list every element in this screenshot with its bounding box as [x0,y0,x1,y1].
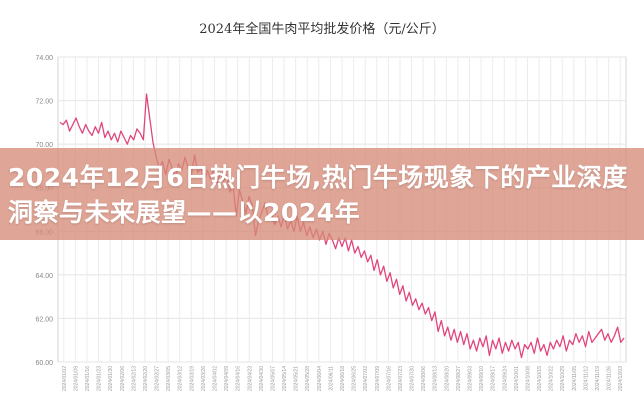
x-tick-label: 2024/09/17 [491,366,497,391]
x-tick-label: 2024/10/15 [537,366,543,391]
x-tick-label: 2024/07/30 [410,366,416,391]
x-tick-label: 2024/04/23 [247,366,253,391]
x-tick-label: 2024/04/02 [212,366,218,391]
x-tick-label: 2024/03/26 [201,366,207,391]
x-tick-label: 2024/05/21 [294,366,300,391]
x-tick-label: 2024/01/09 [73,366,79,391]
x-tick-label: 2024/06/04 [317,366,323,391]
x-tick-label: 2024/05/28 [305,366,311,391]
x-tick-label: 2024/08/27 [456,366,462,391]
x-tick-label: 2024/06/18 [340,366,346,391]
x-tick-label: 2024/12/03 [618,366,624,391]
chart-title: 2024年全国牛肉平均批发价格（元/公斤） [199,21,444,37]
x-tick-label: 2024/10/08 [525,366,531,391]
y-tick-label: 64.00 [35,273,53,280]
x-tick-label: 2024/05/14 [282,366,288,391]
x-tick-label: 2024/08/20 [444,366,450,391]
x-tick-label: 2024/01/02 [62,366,68,391]
x-tick-label: 2024/02/13 [131,366,137,391]
x-tick-label: 2024/11/05 [572,366,578,391]
x-tick-label: 2024/08/13 [433,366,439,391]
x-tick-label: 2024/05/07 [270,366,276,391]
y-tick-label: 72.00 [35,99,53,106]
x-tick-label: 2024/09/03 [468,366,474,391]
headline-banner[interactable]: 2024年12月6日热门牛场,热门牛场现象下的产业深度洞察与未来展望——以202… [0,148,644,240]
x-tick-label: 2024/07/23 [398,366,404,391]
x-tick-label: 2024/02/20 [143,366,149,391]
x-tick-label: 2024/01/30 [108,366,114,391]
x-tick-label: 2024/11/19 [595,366,601,391]
x-tick-label: 2024/03/12 [178,366,184,391]
x-tick-label: 2024/10/22 [549,366,555,391]
x-tick-label: 2024/10/01 [514,366,520,391]
series-layer [59,93,625,359]
x-tick-label: 2024/10/29 [560,366,566,391]
x-tick-label: 2024/03/05 [166,366,172,391]
x-tick-label: 2024/06/11 [328,366,334,391]
x-tick-label: 2024/11/26 [607,366,613,391]
x-tick-label: 2024/01/23 [97,366,103,391]
x-tick-label: 2024/04/16 [236,366,242,391]
x-tick-label: 2024/03/19 [189,366,195,391]
x-tick-label: 2024/09/10 [479,366,485,391]
y-tick-label: 70.00 [35,142,53,149]
y-tick-label: 60.00 [35,360,53,367]
x-tick-label: 2024/08/06 [421,366,427,391]
x-tick-label: 2024/04/30 [259,366,265,391]
x-tick-label: 2024/02/27 [155,366,161,391]
price-series-line [59,93,625,359]
x-axis-ticks: 2024/01/02 2024/01/09 2024/01/16 2024/01/23… [62,366,624,391]
x-tick-label: 2024/04/09 [224,366,230,391]
x-tick-label: 2024/07/09 [375,366,381,391]
x-tick-label: 2024/06/25 [352,366,358,391]
y-tick-label: 62.00 [35,316,53,323]
x-tick-label: 2024/07/16 [386,366,392,391]
x-tick-label: 2024/02/06 [120,366,126,391]
y-tick-label: 74.00 [35,55,53,62]
x-tick-label: 2024/09/24 [502,366,508,391]
headline-text[interactable]: 2024年12月6日热门牛场,热门牛场现象下的产业深度洞察与未来展望——以202… [8,163,628,227]
x-tick-label: 2024/11/12 [583,366,589,391]
x-tick-label: 2024/07/02 [363,366,369,391]
x-tick-label: 2024/01/16 [85,366,91,391]
